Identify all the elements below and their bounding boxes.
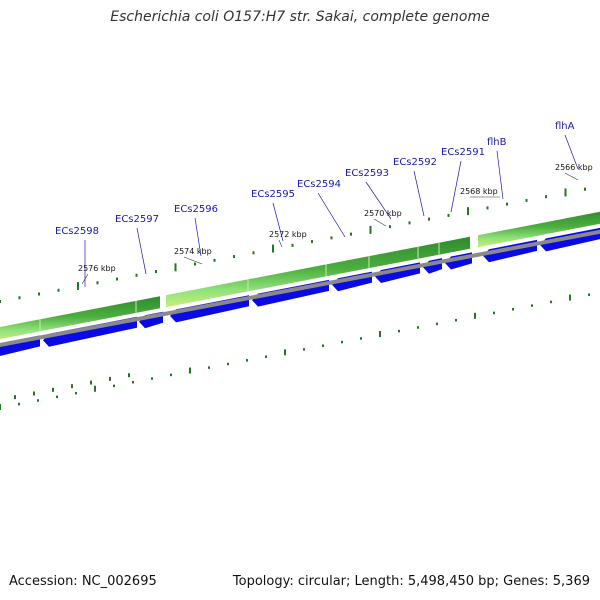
gene-band-segment	[166, 236, 470, 308]
ruler-label: 2570 kbp	[364, 209, 402, 218]
gene-label-ecs2595: ECs2595	[251, 189, 295, 200]
gene-leader	[365, 181, 392, 220]
gene-leader	[317, 192, 346, 238]
ruler-leader	[564, 172, 579, 181]
ruler-label: 2572 kbp	[269, 230, 307, 239]
gene-leader	[136, 227, 147, 275]
gene-leader	[450, 160, 462, 213]
ruler-label: 2574 kbp	[174, 247, 212, 256]
gene-leader	[194, 217, 202, 257]
feature-tracks	[0, 187, 600, 410]
ruler-label: 2576 kbp	[78, 264, 116, 273]
gene-leader	[564, 134, 579, 170]
ruler-leader	[373, 218, 387, 227]
gene-label-ecs2591: ECs2591	[441, 147, 485, 158]
gene-label-ecs2597: ECs2597	[115, 214, 159, 225]
gene-label-flha: flhA	[555, 121, 575, 132]
feature-labels: 2576 kbp 2574 kbp 2572 kbp 2570 kbp 2568 kbp…	[55, 121, 593, 287]
gene-label-flhb: flhB	[487, 137, 507, 148]
gene-leader	[496, 150, 504, 200]
gene-label-ecs2593: ECs2593	[345, 168, 389, 179]
ruler-label: 2566 kbp	[555, 163, 593, 172]
ruler-leader	[278, 239, 283, 248]
ruler-leader	[183, 256, 203, 265]
accession-text: Accession: NC_002695	[9, 574, 157, 589]
ruler-label: 2568 kbp	[460, 187, 498, 196]
genome-summary-text: Topology: circular; Length: 5,498,450 bp…	[232, 574, 590, 589]
gene-leader	[272, 202, 284, 242]
gene-leader	[413, 170, 425, 217]
map-title: Escherichia coli O157:H7 str. Sakai, com…	[110, 9, 490, 25]
backbone-line	[0, 229, 600, 348]
gene-label-ecs2594: ECs2594	[297, 179, 341, 190]
gene-label-ecs2596: ECs2596	[174, 204, 218, 215]
gene-band-segment	[478, 211, 600, 248]
gene-label-ecs2592: ECs2592	[393, 157, 437, 168]
gene-label-ecs2598: ECs2598	[55, 226, 99, 237]
